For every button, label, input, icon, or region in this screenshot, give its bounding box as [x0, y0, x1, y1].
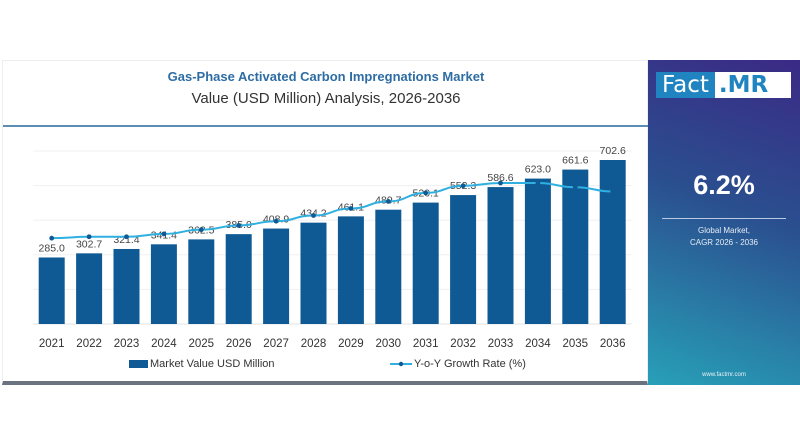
growth-point-2031 [423, 190, 429, 196]
website-link[interactable]: www.factmr.com [702, 372, 746, 378]
growth-point-2023 [124, 234, 129, 240]
legend-label-market-value: Market Value USD Million [150, 358, 275, 370]
bar-2033 [487, 187, 514, 324]
bar-2022 [76, 253, 103, 324]
x-tick-2023: 2023 [114, 338, 140, 350]
bar-2034 [524, 178, 551, 324]
legend-swatch-line [390, 361, 412, 367]
bar-label-2022: 302.7 [76, 238, 102, 250]
x-tick-2027: 2027 [263, 338, 289, 350]
factmr-logo: Fact .MR [656, 72, 791, 98]
bar-2028 [300, 222, 327, 324]
growth-point-2033 [498, 180, 503, 186]
growth-point-2034 [535, 180, 541, 186]
cagr-label-line1: Global Market, [697, 226, 751, 235]
growth-line [51, 182, 613, 240]
logo-text-fact: Fact [656, 72, 715, 98]
x-tick-2035: 2035 [563, 338, 589, 350]
bar-2026 [225, 234, 252, 324]
bar-2029 [337, 216, 364, 324]
growth-point-2025 [198, 227, 204, 233]
legend-item-growth-rate: Y-o-Y Growth Rate (%) [390, 358, 526, 370]
x-tick-2028: 2028 [301, 338, 327, 350]
cagr-divider [662, 218, 786, 219]
bar-label-2036: 702.6 [600, 145, 626, 157]
growth-point-2024 [161, 231, 167, 237]
growth-point-2022 [86, 234, 92, 240]
bar-2021 [38, 257, 65, 324]
title-divider [3, 125, 649, 127]
x-tick-2025: 2025 [189, 338, 215, 350]
x-tick-2024: 2024 [151, 338, 177, 350]
bar-2025 [188, 239, 215, 324]
growth-point-2035 [572, 184, 578, 190]
cagr-label-line2: CAGR 2026 - 2036 [689, 238, 759, 247]
x-tick-2033: 2033 [488, 338, 514, 350]
chart-card: Gas-Phase Activated Carbon Impregnations… [2, 60, 649, 385]
growth-point-2030 [385, 198, 391, 204]
bar-2024 [150, 244, 177, 324]
logo-text-mr: .MR [718, 72, 769, 98]
x-tick-2026: 2026 [226, 338, 252, 350]
cagr-panel: Fact .MR 6.2% Global Market, CAGR 2026 -… [648, 60, 800, 385]
chart-title: Gas-Phase Activated Carbon Impregnations… [167, 69, 485, 84]
bar-label-2021: 285.0 [39, 242, 65, 254]
growth-point-2021 [49, 235, 55, 241]
x-tick-2031: 2031 [413, 338, 439, 350]
legend-item-market-value: Market Value USD Million [129, 358, 275, 370]
x-tick-2030: 2030 [376, 338, 402, 350]
growth-point-2029 [348, 206, 354, 211]
growth-point-2026 [236, 223, 242, 228]
legend-swatch-bar [129, 360, 148, 368]
bar-2035 [562, 169, 589, 324]
x-tick-2032: 2032 [450, 338, 476, 350]
x-tick-2036: 2036 [600, 338, 626, 350]
bar-line-chart: 285.02021302.72022321.42023341.42024362.… [33, 145, 632, 350]
bar-2027 [263, 228, 290, 324]
bar-label-2033: 586.6 [487, 172, 513, 184]
legend-label-growth-rate: Y-o-Y Growth Rate (%) [414, 358, 526, 370]
chart-subtitle: Value (USD Million) Analysis, 2026-2036 [191, 90, 461, 107]
bar-label-2034: 623.0 [525, 164, 551, 176]
x-tick-2022: 2022 [76, 338, 102, 350]
bar-2031 [412, 202, 439, 324]
bar-2023 [113, 248, 140, 324]
bar-2032 [450, 195, 477, 324]
bar-2036 [599, 160, 626, 324]
growth-point-2027 [273, 218, 279, 224]
bar-label-2035: 661.6 [562, 155, 588, 167]
cagr-label: Global Market, CAGR 2026 - 2036 [648, 225, 800, 249]
growth-point-2028 [311, 213, 316, 218]
x-tick-2034: 2034 [525, 338, 551, 350]
growth-point-2036 [610, 189, 616, 194]
growth-point-2032 [460, 183, 466, 189]
x-tick-2029: 2029 [338, 338, 364, 350]
cagr-value: 6.2% [693, 170, 755, 200]
bar-2030 [375, 209, 402, 324]
x-tick-2021: 2021 [39, 338, 65, 350]
